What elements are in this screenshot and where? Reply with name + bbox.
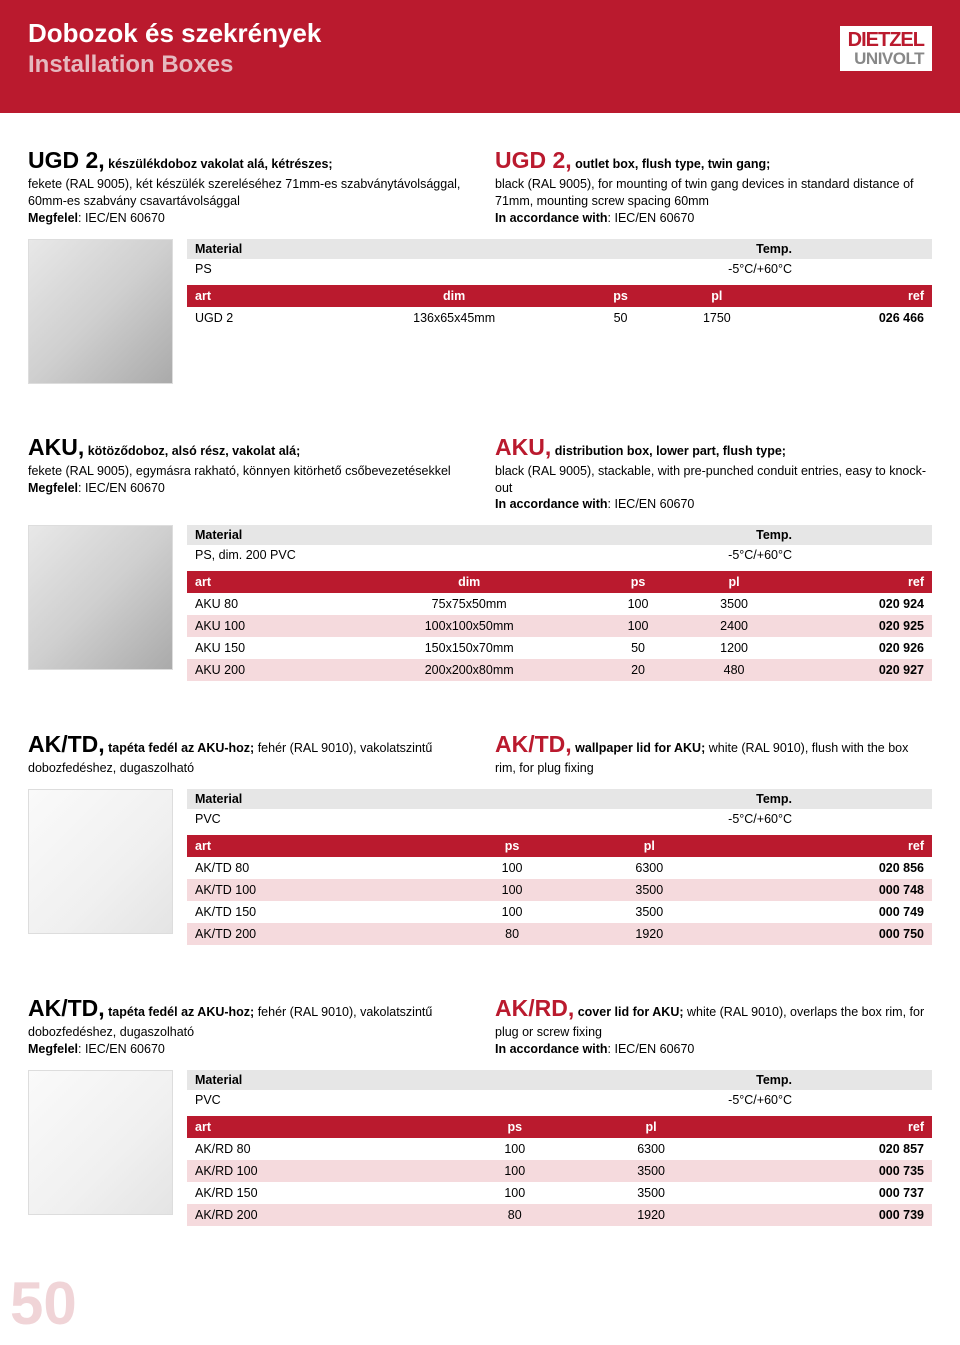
aku-desc-en: AKU, distribution box, lower part, flush… [495,432,932,514]
aktd-material-table: MaterialTemp. PVC-5°C/+60°C [187,789,932,829]
table-row: AKU 100100x100x50mm1002400020 925 [187,615,932,637]
akrd-image [28,1070,173,1215]
title-en: Installation Boxes [28,51,321,79]
akrd-desc-en: AK/RD, cover lid for AKU; white (RAL 901… [495,993,932,1058]
table-row: AK/TD 801006300020 856 [187,857,932,879]
section-aktd: AK/TD, tapéta fedél az AKU-hoz; fehér (R… [28,729,932,945]
aku-image [28,525,173,670]
header-titles: Dobozok és szekrények Installation Boxes [28,18,321,79]
aktd-desc-en: AK/TD, wallpaper lid for AKU; white (RAL… [495,729,932,777]
akrd-data-table: art ps pl ref AK/RD 801006300020 857 AK/… [187,1116,932,1226]
table-row: AK/RD 1001003500000 735 [187,1160,932,1182]
aku-material-table: MaterialTemp. PS, dim. 200 PVC-5°C/+60°C [187,525,932,565]
table-row: AK/RD 1501003500000 737 [187,1182,932,1204]
header-strip [0,105,960,113]
aktd-desc-hu: AK/TD, tapéta fedél az AKU-hoz; fehér (R… [28,729,465,777]
aku-data-table: art dim ps pl ref AKU 8075x75x50mm100350… [187,571,932,681]
page-header: Dobozok és szekrények Installation Boxes… [0,0,960,105]
ugd2-desc-en: UGD 2, outlet box, flush type, twin gang… [495,145,932,227]
akrd-material-table: MaterialTemp. PVC-5°C/+60°C [187,1070,932,1110]
aku-desc-hu: AKU, kötöződoboz, alsó rész, vakolat alá… [28,432,465,514]
section-aku: AKU, kötöződoboz, alsó rész, vakolat alá… [28,432,932,682]
page-number: 50 [10,1274,960,1334]
aktd-data-table: art ps pl ref AK/TD 801006300020 856 AK/… [187,835,932,945]
title-hu: Dobozok és szekrények [28,18,321,49]
section-akrd: AK/TD, tapéta fedél az AKU-hoz; fehér (R… [28,993,932,1226]
table-row: UGD 2 136x65x45mm 50 1750 026 466 [187,307,932,329]
logo-line2: UNIVOLT [848,50,924,67]
aktd-image [28,789,173,934]
section-ugd2: UGD 2, készülékdoboz vakolat alá, kétrés… [28,145,932,384]
ugd2-image [28,239,173,384]
ugd2-material-table: MaterialTemp. PS-5°C/+60°C [187,239,932,279]
ugd2-desc-hu: UGD 2, készülékdoboz vakolat alá, kétrés… [28,145,465,227]
table-row: AKU 200200x200x80mm20480020 927 [187,659,932,681]
table-row: AK/RD 200801920000 739 [187,1204,932,1226]
ugd2-data-table: art dim ps pl ref UGD 2 136x65x45mm 50 1… [187,285,932,329]
page-content: UGD 2, készülékdoboz vakolat alá, kétrés… [0,113,960,1226]
akrd-desc-hu: AK/TD, tapéta fedél az AKU-hoz; fehér (R… [28,993,465,1058]
logo-line1: DIETZEL [848,30,924,50]
table-row: AK/TD 1501003500000 749 [187,901,932,923]
table-row: AK/RD 801006300020 857 [187,1138,932,1160]
table-row: AK/TD 200801920000 750 [187,923,932,945]
table-row: AKU 150150x150x70mm501200020 926 [187,637,932,659]
table-row: AKU 8075x75x50mm1003500020 924 [187,593,932,615]
table-row: AK/TD 1001003500000 748 [187,879,932,901]
brand-logo: DIETZEL UNIVOLT [840,26,932,71]
